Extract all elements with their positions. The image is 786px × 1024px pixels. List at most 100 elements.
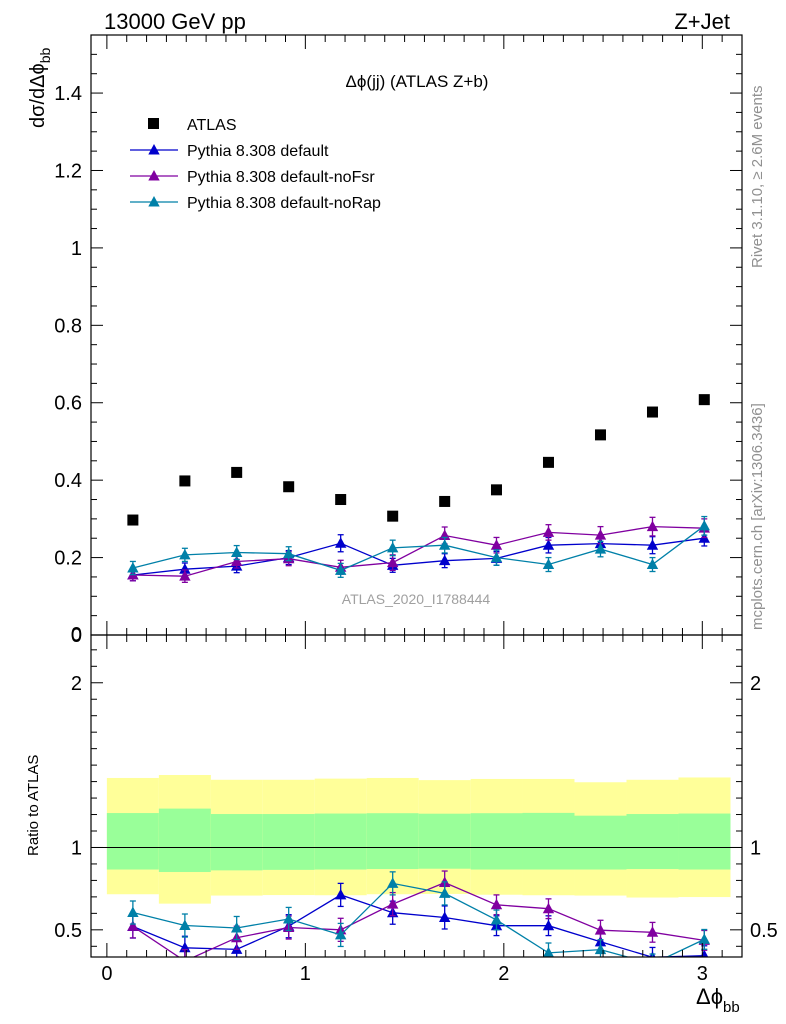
band-inner-bin (470, 813, 523, 870)
atlas-data-point (127, 514, 139, 526)
ratio-data-point (334, 928, 347, 940)
main-data-point (490, 539, 503, 550)
main-y-tick-label: 0.4 (54, 470, 82, 492)
band-inner-bin (158, 808, 211, 873)
main-data-point (542, 558, 555, 570)
process-label: Z+Jet (674, 9, 730, 34)
ratio-y-tick-label: 1 (71, 837, 82, 859)
atlas-data-point (490, 484, 502, 496)
legend-marker (148, 144, 160, 155)
x-tick-label: 1 (300, 963, 311, 985)
main-y-tick-label: 1.2 (54, 160, 82, 182)
main-data-point (646, 558, 659, 570)
ratio-data-point (282, 912, 295, 924)
band-inner-bin (522, 812, 575, 870)
main-data-point (334, 537, 347, 548)
main-y-tick-label: 0.8 (54, 315, 82, 337)
atlas-data-point (335, 494, 347, 506)
main-data-point (594, 543, 607, 554)
band-inner-bin (210, 814, 263, 871)
ratio-data-point (386, 877, 399, 888)
atlas-data-point (646, 406, 658, 418)
ratio-series-line (132, 882, 705, 957)
ratio-y-tick-label: 2 (71, 673, 82, 695)
ratio-data-point (127, 920, 139, 931)
main-series-line (132, 525, 705, 572)
main-y-tick-label: 1.4 (54, 83, 82, 105)
ratio-data-point (438, 911, 451, 922)
ratio-uncertainty-bands (106, 775, 731, 904)
ratio-series-line (132, 881, 705, 957)
legend-marker (148, 196, 160, 207)
legend-label: Pythia 8.308 default-noRap (187, 195, 381, 212)
ratio-data-point (490, 913, 503, 925)
band-inner-bin (678, 813, 731, 870)
ratio-panel-frame (90, 634, 743, 958)
atlas-data-point (439, 495, 451, 507)
atlas-data-point (594, 429, 606, 441)
band-inner-bin (574, 815, 627, 870)
main-series-line (132, 525, 705, 577)
main-data-point (438, 554, 451, 566)
ratio-data-point (438, 887, 451, 898)
legend: ATLAS Pythia 8.308 default Pythia 8.308 de… (130, 117, 381, 212)
main-data-point (179, 548, 191, 560)
plot-title: Δϕ(jj) (ATLAS Z+b) (346, 72, 489, 91)
axis-ticks (91, 34, 742, 957)
band-inner-bin (366, 813, 419, 870)
band-inner-bin (626, 814, 679, 870)
ratio-data-point (127, 906, 139, 918)
legend-label: ATLAS (187, 117, 237, 134)
ratio-data-point (179, 919, 191, 931)
ratio-data-point (542, 946, 554, 957)
main-data-point (230, 555, 243, 566)
main-data-point (386, 556, 399, 568)
ratio-y-tick-label-right: 2 (750, 673, 761, 695)
legend-label: Pythia 8.308 default (187, 143, 329, 160)
ratio-data-point (230, 922, 243, 933)
x-tick-label: 2 (498, 963, 509, 985)
ratio-data-point (334, 888, 347, 900)
main-data-point (127, 562, 139, 573)
ratio-panel-series (127, 870, 710, 969)
main-data-point (542, 526, 555, 537)
main-data-point (179, 570, 191, 581)
band-inner-bin (418, 813, 471, 869)
ratio-data-point (594, 924, 607, 935)
main-data-point (334, 564, 347, 575)
atlas-data-point (179, 475, 191, 487)
main-series-line (132, 537, 705, 576)
ratio-data-point (647, 958, 658, 969)
band-inner-bin (106, 813, 159, 870)
band-inner-bin (262, 814, 315, 870)
ratio-data-point (700, 949, 709, 957)
main-data-point (646, 539, 659, 550)
ratio-data-point (542, 902, 555, 914)
ratio-series-line (132, 894, 705, 957)
ratio-data-point (490, 898, 503, 910)
main-y-tick-label: 0 (71, 625, 82, 647)
main-data-point (698, 519, 710, 531)
x-axis-title: Δϕbb (696, 984, 740, 1016)
main-data-point (542, 539, 555, 550)
main-y-tick-label: 0.6 (54, 393, 82, 415)
main-data-point (594, 529, 607, 540)
x-tick-label: 3 (697, 963, 708, 985)
ratio-data-point (386, 898, 399, 909)
collision-energy-label: 13000 GeV pp (104, 9, 246, 34)
main-panel-series (127, 394, 710, 584)
rivet-version-label: Rivet 3.1.10, ≥ 2.6M events (749, 86, 766, 269)
mcplots-label: mcplots.cern.ch [arXiv:1306.3436] (749, 403, 766, 630)
legend-marker (148, 170, 160, 181)
atlas-data-point (231, 466, 243, 478)
main-data-point (179, 563, 191, 574)
ratio-y-tick-label-right: 0.5 (750, 920, 778, 942)
band-inner-bin (314, 813, 367, 870)
ratio-data-point (646, 926, 659, 937)
main-data-point (490, 551, 503, 563)
axis-tick-labels: 00.20.40.60.811.21.40.5 0.51 12 20 1 2 30 (54, 83, 778, 985)
analysis-id-label: ATLAS_2020_I1788444 (342, 591, 491, 607)
main-data-point (646, 520, 659, 532)
ratio-y-tick-label: 0.5 (54, 920, 82, 942)
